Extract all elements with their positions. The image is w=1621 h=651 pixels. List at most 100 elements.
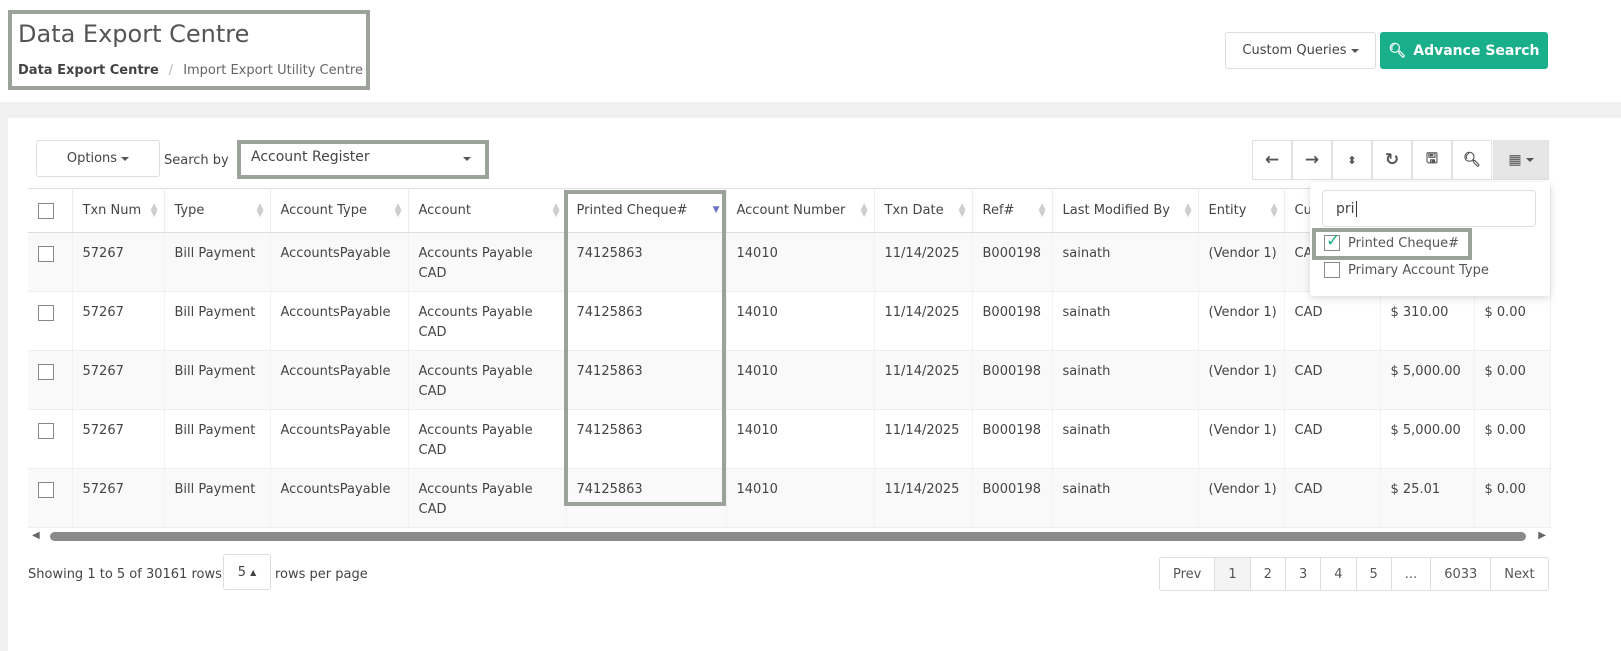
- table-cell: 57267: [72, 232, 165, 292]
- column-header[interactable]: Type ▲ ▼: [164, 188, 271, 233]
- page-button[interactable]: ...: [1392, 558, 1432, 590]
- search-icon[interactable]: 🔍︎: [1452, 140, 1492, 180]
- data-table: Txn Num ▲ ▼ Type ▲ ▼ Account Type ▲ ▼ Account ▲ ▼ Pr…: [28, 188, 1551, 528]
- breadcrumb: Data Export Centre / Import Export Utility…: [18, 63, 363, 78]
- table-cell: 74125863: [566, 409, 727, 469]
- row-checkbox[interactable]: [38, 422, 54, 439]
- column-header[interactable]: Ref# ▲ ▼: [972, 188, 1053, 233]
- sort-icon[interactable]: ▲ ▼: [394, 202, 402, 219]
- table-cell: Bill Payment: [164, 350, 271, 410]
- table-cell: 14010: [726, 232, 875, 292]
- table-cell: 11/14/2025: [874, 409, 973, 469]
- sort-icon[interactable]: ▲ ▼: [1038, 202, 1046, 219]
- scrollbar-thumb[interactable]: [50, 532, 1526, 541]
- row-checkbox[interactable]: [38, 481, 54, 498]
- page-button[interactable]: 1: [1215, 558, 1251, 590]
- table-cell: 74125863: [566, 350, 727, 410]
- table-cell: $ 5,000.00: [1380, 350, 1475, 410]
- table-cell: CAD: [1284, 291, 1381, 351]
- rows-per-page-label: rows per page: [275, 567, 368, 582]
- table-cell: 74125863: [566, 232, 727, 292]
- sort-icon[interactable]: ▲ ▼: [256, 202, 264, 219]
- table-cell: $ 0.00: [1474, 350, 1551, 410]
- sort-icon[interactable]: ▲ ▼: [552, 202, 560, 219]
- table-cell: B000198: [972, 232, 1053, 292]
- table-cell: $ 25.01: [1380, 468, 1475, 528]
- page-header: Data Export Centre Data Export Centre / Im…: [0, 0, 1621, 102]
- sort-desc-icon[interactable]: ▼: [712, 205, 720, 215]
- scroll-right-arrow[interactable]: ▶: [1538, 530, 1546, 541]
- refresh-icon[interactable]: ↻: [1372, 140, 1412, 180]
- row-checkbox[interactable]: [38, 245, 54, 262]
- table-cell: 14010: [726, 350, 875, 410]
- table-cell: AccountsPayable: [270, 409, 409, 469]
- sort-icon[interactable]: ⬍: [1332, 140, 1372, 180]
- column-header[interactable]: Entity ▲ ▼: [1198, 188, 1285, 233]
- table-row: 57267 Bill Payment AccountsPayable Accounts…: [28, 291, 1551, 351]
- search-by-select[interactable]: Account Register: [241, 144, 485, 174]
- table-cell: sainath: [1052, 291, 1199, 351]
- table-cell: (Vendor 1): [1198, 468, 1285, 528]
- table-cell: Bill Payment: [164, 232, 271, 292]
- column-header[interactable]: Txn Date ▲ ▼: [874, 188, 973, 233]
- options-button[interactable]: Options: [36, 140, 160, 177]
- page-button[interactable]: 3: [1286, 558, 1322, 590]
- sort-icon[interactable]: ▲ ▼: [958, 202, 966, 219]
- page-button[interactable]: Prev: [1160, 558, 1216, 590]
- table-cell: sainath: [1052, 409, 1199, 469]
- sort-icon[interactable]: ▲ ▼: [860, 202, 868, 219]
- page-button[interactable]: 5: [1357, 558, 1392, 590]
- checkbox-checked[interactable]: ✓: [1324, 231, 1341, 251]
- table-row: 57267 Bill Payment AccountsPayable Accounts…: [28, 468, 1551, 528]
- table-cell: sainath: [1052, 350, 1199, 410]
- table-row: 57267 Bill Payment AccountsPayable Accounts…: [28, 350, 1551, 410]
- row-checkbox[interactable]: [38, 363, 54, 380]
- table-cell: Bill Payment: [164, 468, 271, 528]
- columns-grid-icon[interactable]: ▦: [1493, 140, 1549, 180]
- row-checkbox[interactable]: [38, 304, 54, 321]
- table-cell: CAD: [1284, 409, 1381, 469]
- advance-search-button[interactable]: 🔍︎ Advance Search: [1380, 32, 1548, 69]
- page-title: Data Export Centre: [18, 20, 250, 48]
- column-header[interactable]: Account Number ▲ ▼: [726, 188, 875, 233]
- table-cell: B000198: [972, 350, 1053, 410]
- sort-icon[interactable]: ▲ ▼: [150, 202, 158, 219]
- table-cell: B000198: [972, 468, 1053, 528]
- table-cell: CAD: [1284, 468, 1381, 528]
- page-button[interactable]: 4: [1321, 558, 1357, 590]
- table-cell: 57267: [72, 468, 165, 528]
- column-header[interactable]: Last Modified By ▲ ▼: [1052, 188, 1199, 233]
- column-option-printed-cheque[interactable]: ✓ Printed Cheque#: [1324, 231, 1459, 251]
- page-button[interactable]: 6033: [1431, 558, 1492, 590]
- column-option-primary-account-type[interactable]: Primary Account Type: [1324, 262, 1489, 278]
- table-cell: CAD: [1284, 350, 1381, 410]
- column-header[interactable]: Account ▲ ▼: [408, 188, 567, 233]
- page-button[interactable]: Next: [1504, 566, 1535, 582]
- table-cell: B000198: [972, 409, 1053, 469]
- page-button[interactable]: 2: [1251, 558, 1286, 590]
- sort-icon[interactable]: ▲ ▼: [1184, 202, 1192, 219]
- table-cell: 11/14/2025: [874, 468, 973, 528]
- table-cell: B000198: [972, 291, 1053, 351]
- table-cell: Accounts Payable CAD: [408, 409, 567, 469]
- table-cell: Accounts Payable CAD: [408, 468, 567, 528]
- save-icon[interactable]: 🖫︎: [1412, 140, 1452, 180]
- custom-queries-button[interactable]: Custom Queries: [1225, 32, 1376, 69]
- sort-icon[interactable]: ▲ ▼: [1270, 202, 1278, 219]
- horizontal-scrollbar[interactable]: ◀ ▶: [28, 528, 1550, 546]
- checkbox[interactable]: [1324, 262, 1340, 278]
- arrow-left-icon[interactable]: ←: [1252, 140, 1292, 180]
- column-search-input[interactable]: pri: [1322, 190, 1536, 227]
- column-header[interactable]: Printed Cheque# ▼: [566, 188, 727, 233]
- table-cell: Bill Payment: [164, 409, 271, 469]
- scroll-left-arrow[interactable]: ◀: [32, 530, 40, 541]
- search-by-label: Search by: [164, 153, 229, 168]
- select-all-checkbox[interactable]: [28, 188, 73, 233]
- table-cell: (Vendor 1): [1198, 291, 1285, 351]
- column-header[interactable]: Account Type ▲ ▼: [270, 188, 409, 233]
- page-size-select[interactable]: 5 ▲: [223, 554, 271, 590]
- table-cell: (Vendor 1): [1198, 232, 1285, 292]
- arrow-right-icon[interactable]: →: [1292, 140, 1332, 180]
- breadcrumb-item[interactable]: Data Export Centre: [18, 63, 159, 78]
- column-header[interactable]: Txn Num ▲ ▼: [72, 188, 165, 233]
